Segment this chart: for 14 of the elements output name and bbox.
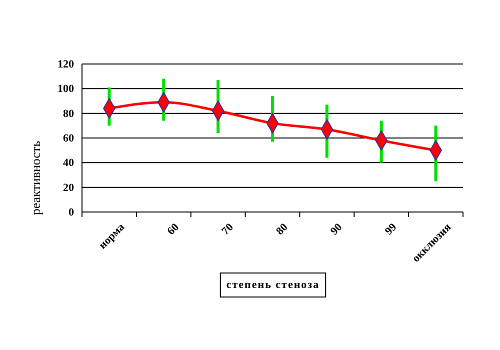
x-tick-label: 80 xyxy=(274,220,291,238)
y-axis-title: реактивность xyxy=(28,140,43,216)
y-tick-label: 0 xyxy=(68,206,74,219)
y-tick-label: 80 xyxy=(63,108,74,120)
y-tick-label: 100 xyxy=(58,83,74,96)
y-tick-label: 60 xyxy=(63,132,74,145)
x-tick-label: 90 xyxy=(328,220,346,238)
y-tick-label: 120 xyxy=(58,58,74,71)
x-axis-title: степень стеноза xyxy=(226,279,320,291)
x-tick-label: 60 xyxy=(165,220,182,238)
y-tick-label: 40 xyxy=(63,157,74,170)
x-tick-label: 99 xyxy=(382,220,400,238)
x-tick-label: 70 xyxy=(220,220,236,238)
y-tick-label: 20 xyxy=(63,182,74,194)
